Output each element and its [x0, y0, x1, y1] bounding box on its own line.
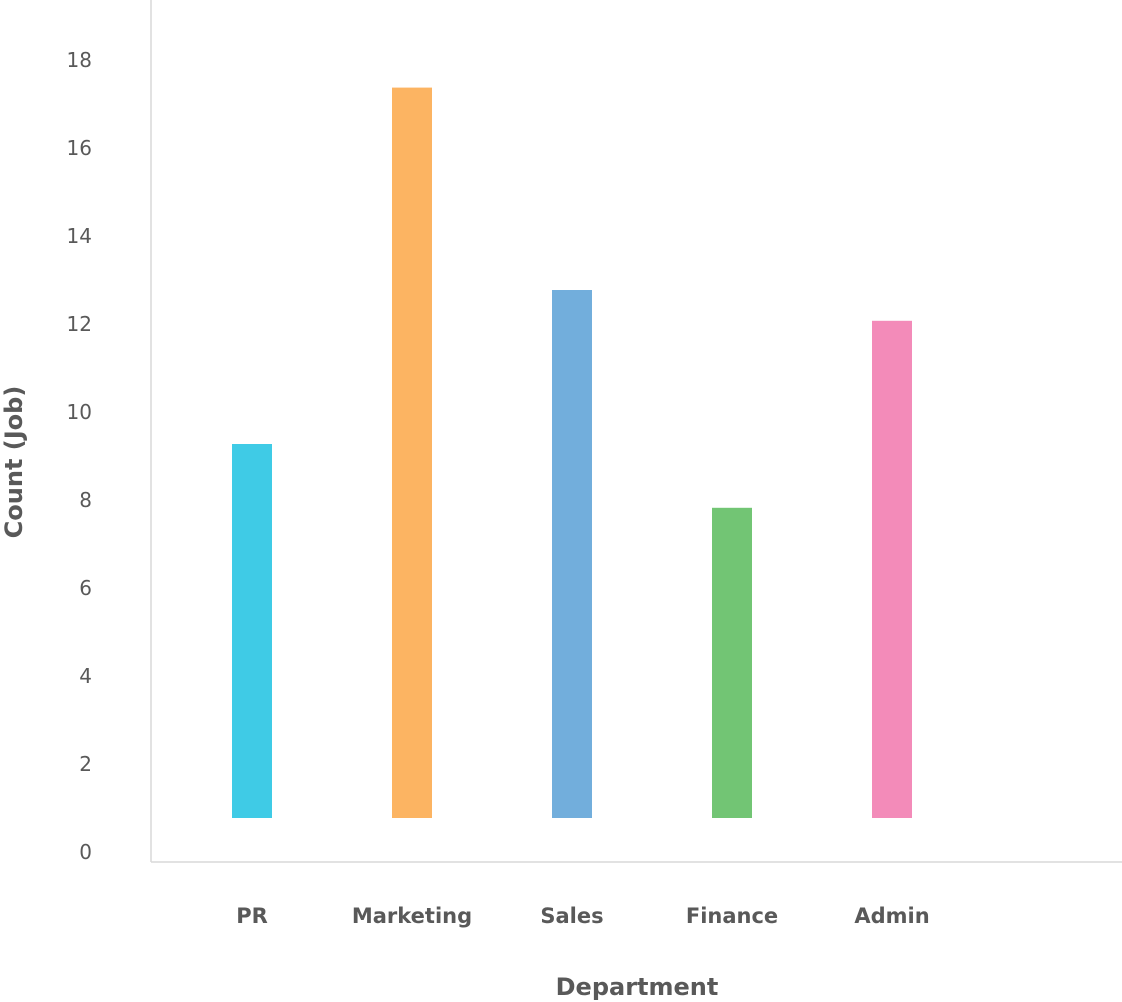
bar-admin — [872, 320, 912, 818]
x-tick-label-marketing: Marketing — [352, 904, 472, 928]
y-tick-label: 6 — [79, 576, 92, 600]
y-axis-title: Count (Job) — [0, 386, 28, 539]
bar-finance — [712, 507, 752, 818]
x-tick-label-pr: PR — [236, 904, 268, 928]
x-tick-label-admin: Admin — [854, 904, 929, 928]
y-tick-labels: 0 2 4 6 8 10 12 14 16 18 — [67, 48, 92, 864]
y-tick-label: 0 — [79, 840, 92, 864]
y-tick-label: 18 — [67, 48, 92, 72]
bar-sales — [552, 290, 592, 818]
bar-pr — [232, 444, 272, 818]
y-tick-label: 16 — [67, 136, 92, 160]
bars — [232, 87, 912, 819]
bar-marketing — [392, 87, 432, 819]
x-tick-labels: PR Marketing Sales Finance Admin — [236, 904, 929, 928]
y-tick-label: 12 — [67, 312, 92, 336]
y-tick-label: 8 — [79, 488, 92, 512]
y-tick-label: 2 — [79, 752, 92, 776]
y-tick-label: 4 — [79, 664, 92, 688]
x-tick-label-sales: Sales — [540, 904, 603, 928]
y-tick-label: 14 — [67, 224, 92, 248]
x-tick-label-finance: Finance — [686, 904, 778, 928]
y-tick-label: 10 — [67, 400, 92, 424]
x-axis-title: Department — [556, 973, 719, 1001]
